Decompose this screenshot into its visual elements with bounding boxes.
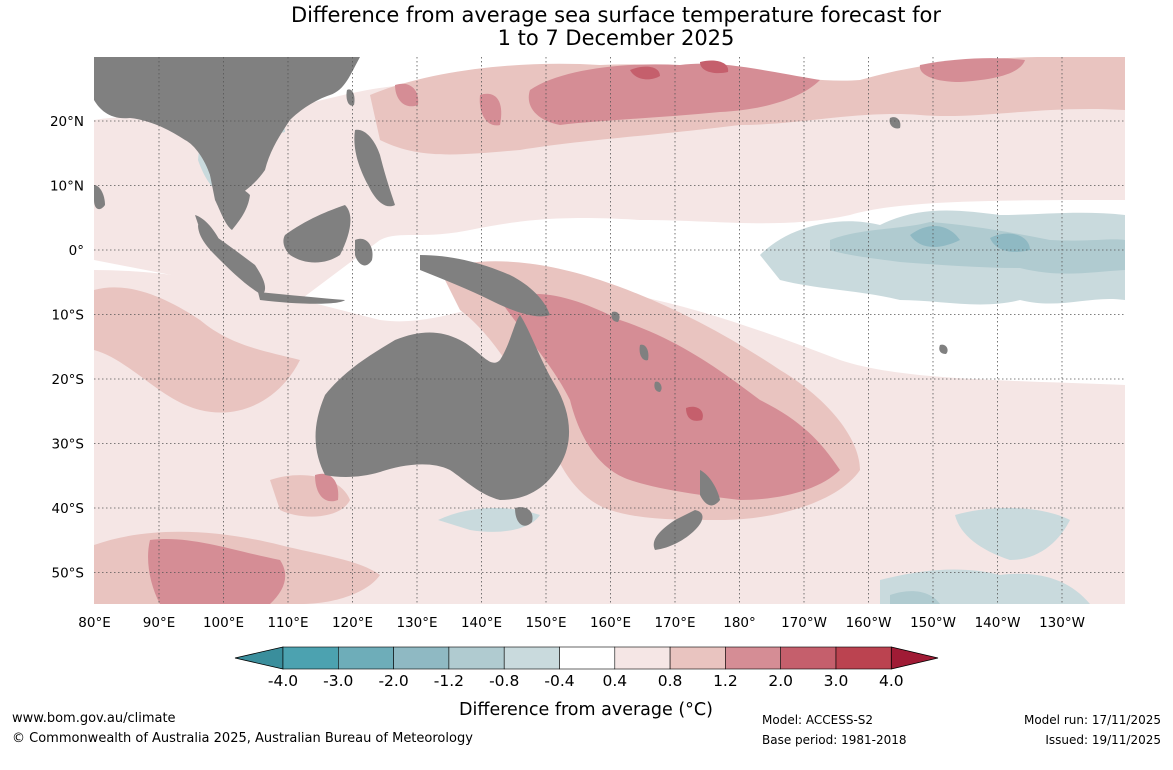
website-link[interactable]: www.bom.gov.au/climate — [12, 711, 176, 726]
longitude-label: 140°E — [461, 615, 502, 631]
cool-anomaly-medium — [830, 222, 1125, 274]
title-line-1: Difference from average sea surface temp… — [291, 3, 941, 27]
longitude-label: 110°E — [267, 615, 308, 631]
latitude-label: 20°S — [52, 372, 85, 388]
colorbar-segment — [780, 646, 837, 670]
longitude-label: 100°E — [203, 615, 244, 631]
warm-anomaly-strong — [919, 58, 1025, 82]
colorbar-segment — [559, 646, 616, 670]
warm-anomaly-strong — [500, 293, 840, 500]
colorbar-tick-label: 2.0 — [768, 672, 793, 690]
longitude-label: 150°E — [525, 615, 566, 631]
longitude-label: 130°E — [396, 615, 437, 631]
longitude-label: 150°W — [910, 615, 956, 631]
latitude-label: 50°S — [52, 566, 85, 582]
longitude-label: 120°E — [332, 615, 373, 631]
colorbar-segment — [725, 646, 782, 670]
colorbar-extend-high — [890, 646, 939, 670]
latitude-label: 40°S — [52, 501, 85, 517]
colorbar-segment — [337, 646, 394, 670]
longitude-label: 160°E — [590, 615, 631, 631]
longitude-label: 140°W — [975, 615, 1021, 631]
colorbar-segment — [835, 646, 892, 670]
longitude-label: 160°W — [846, 615, 892, 631]
java — [258, 292, 345, 304]
cool-anomaly-light — [880, 569, 1090, 604]
colorbar-title: Difference from average (°C) — [459, 700, 713, 720]
sri-lanka — [94, 185, 105, 210]
asia-mainland — [94, 57, 360, 201]
warm-anomaly-strong — [315, 473, 339, 502]
colorbar-tick-label: -0.4 — [544, 672, 574, 690]
colorbar-tick-label: -1.2 — [434, 672, 464, 690]
colorbar-tick-label: -4.0 — [268, 672, 298, 690]
colorbar-tick-label: 4.0 — [879, 672, 904, 690]
anomaly-fields — [94, 57, 1125, 604]
colorbar-segment — [448, 646, 505, 670]
colorbar-tick-label: 0.8 — [658, 672, 683, 690]
tasmania — [515, 507, 533, 526]
latitude-label: 10°S — [52, 308, 85, 324]
cool-anomaly-medium — [890, 591, 940, 604]
colorbar-tick-label: -2.0 — [378, 672, 408, 690]
title-line-2: 1 to 7 December 2025 — [497, 26, 735, 50]
model-run: Model run: 17/11/2025 — [1023, 713, 1161, 727]
new-zealand-south — [653, 510, 703, 550]
warm-anomaly-medium — [94, 287, 300, 413]
longitude-label: 80°E — [78, 615, 110, 631]
latitude-label: 30°S — [52, 437, 85, 453]
colorbar-extend-low — [234, 646, 284, 670]
chart-title: Difference from average sea surface temp… — [0, 4, 1173, 50]
longitude-label: 170°E — [654, 615, 695, 631]
new-zealand-north — [700, 470, 720, 506]
warm-anomaly-strong — [148, 539, 286, 604]
colorbar-segment — [503, 646, 560, 670]
sumatra — [198, 225, 266, 295]
cool-anomaly-light — [955, 508, 1070, 560]
new-guinea — [420, 255, 550, 317]
colorbar-segment — [669, 646, 726, 670]
longitude-label: 130°W — [1039, 615, 1085, 631]
hawaii — [889, 117, 901, 129]
colorbar-tick-label: 1.2 — [713, 672, 738, 690]
sulawesi — [355, 238, 373, 266]
philippines — [354, 129, 395, 207]
warm-anomaly-light — [94, 57, 1125, 300]
colorbar-segment — [614, 646, 671, 670]
colorbar-tick-label: -3.0 — [323, 672, 353, 690]
gridlines — [94, 57, 1125, 604]
australia — [315, 315, 570, 500]
land — [94, 57, 948, 550]
issued-date: Issued: 19/11/2025 — [1045, 733, 1161, 747]
colorbar-segment — [282, 646, 339, 670]
latitude-label: 0° — [69, 243, 84, 259]
colorbar-tick-label: -0.8 — [489, 672, 519, 690]
borneo — [283, 205, 351, 263]
cool-anomaly-light — [438, 508, 540, 532]
longitude-label: 180° — [723, 615, 756, 631]
warm-anomaly-strong — [528, 63, 820, 125]
copyright: © Commonwealth of Australia 2025, Austra… — [12, 731, 473, 746]
base-period: Base period: 1981-2018 — [762, 733, 907, 747]
colorbar-tick-label: 0.4 — [602, 672, 627, 690]
cool-anomaly-dark — [910, 225, 1030, 252]
latitude-labels: 20°N 10°N 0° 10°S 20°S 30°S 40°S 50°S — [50, 114, 84, 582]
latitude-label: 10°N — [50, 179, 84, 195]
model-info: Model: ACCESS-S2 — [762, 713, 874, 727]
latitude-label: 20°N — [50, 114, 84, 130]
colorbar-tick-labels: -4.0 -3.0 -2.0 -1.2 -0.8 -0.4 0.4 0.8 1.2 2.0 3.0 4… — [268, 672, 904, 690]
longitude-label: 90°E — [143, 615, 175, 631]
longitude-label: 170°W — [781, 615, 827, 631]
indochina — [210, 175, 250, 230]
longitude-labels: 80°E 90°E 100°E 110°E 120°E 130°E 140°E 150°E 16… — [78, 615, 1085, 631]
colorbar-tick-label: 3.0 — [824, 672, 849, 690]
colorbar-segment — [393, 646, 450, 670]
colorbar — [234, 646, 939, 670]
